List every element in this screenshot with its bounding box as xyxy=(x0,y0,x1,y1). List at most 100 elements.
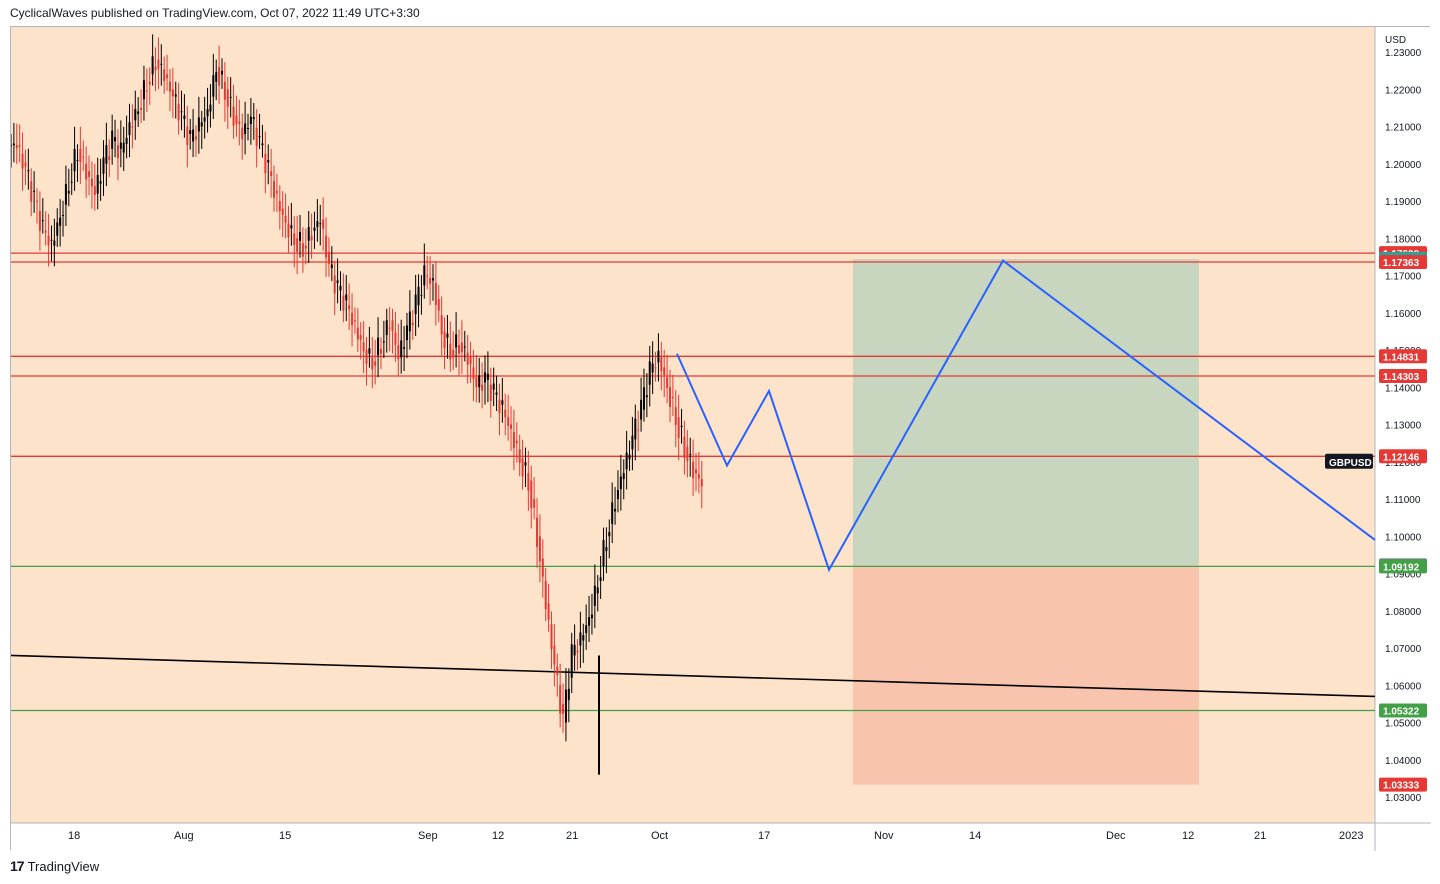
candle-body xyxy=(518,449,521,463)
x-tick-label: 21 xyxy=(1254,830,1266,842)
y-tick-label: 1.07000 xyxy=(1385,644,1422,655)
candle-body xyxy=(616,490,619,499)
tradingview-brand[interactable]: TradingView xyxy=(27,858,100,874)
price-label-bg xyxy=(1379,368,1427,383)
y-tick-label: 1.08000 xyxy=(1385,607,1422,618)
candle-body xyxy=(405,325,408,341)
y-tick-label: 1.14000 xyxy=(1385,383,1422,394)
candle-body xyxy=(267,160,270,163)
price-label-bg xyxy=(1379,349,1427,364)
candle-body xyxy=(414,294,417,314)
candle-body xyxy=(111,130,114,149)
candle-body xyxy=(192,129,195,142)
candle-body xyxy=(53,240,56,246)
candle-body xyxy=(313,227,316,231)
candle-body xyxy=(325,235,328,258)
candle-body xyxy=(585,625,588,634)
candle-body xyxy=(469,357,472,365)
candle-body xyxy=(385,320,388,336)
x-tick-label: 18 xyxy=(68,830,80,842)
price-label-bg xyxy=(1379,559,1427,574)
candle-body xyxy=(342,295,345,311)
candle-body xyxy=(348,305,351,310)
candle-body xyxy=(695,469,697,474)
candle-body xyxy=(353,320,356,322)
candle-body xyxy=(611,502,614,524)
candle-body xyxy=(608,531,611,537)
candle-body xyxy=(541,558,544,577)
y-tick-label: 1.05000 xyxy=(1385,719,1422,730)
candle-body xyxy=(559,685,562,714)
candle-body xyxy=(440,315,443,335)
candle-body xyxy=(443,331,446,349)
candle-body xyxy=(547,603,550,620)
candle-body xyxy=(645,395,648,398)
candle-body xyxy=(11,145,12,147)
candle-body xyxy=(275,191,278,194)
candle-body xyxy=(388,327,391,329)
candle-body xyxy=(365,350,368,364)
candle-body xyxy=(140,107,143,111)
candle-body xyxy=(12,143,15,146)
candle-body xyxy=(148,81,151,85)
candle-body xyxy=(475,377,478,388)
candle-body xyxy=(244,123,247,134)
candle-body xyxy=(625,452,628,470)
candle-body xyxy=(668,387,671,407)
candle-body xyxy=(85,163,88,180)
x-tick-label: 21 xyxy=(566,830,578,842)
candle-body xyxy=(648,361,651,385)
candle-body xyxy=(423,265,426,286)
candle-body xyxy=(41,220,44,222)
candle-body xyxy=(296,238,299,252)
candle-body xyxy=(449,343,452,360)
candle-body xyxy=(345,294,348,301)
candle-body xyxy=(200,122,203,127)
candle-body xyxy=(417,286,420,306)
candle-body xyxy=(689,453,692,455)
candle-body xyxy=(137,111,140,115)
candle-body xyxy=(50,239,53,241)
candle-body xyxy=(596,587,599,594)
candle-body xyxy=(96,174,99,194)
candle-body xyxy=(261,143,264,146)
candle-body xyxy=(457,345,460,354)
price-label-bg xyxy=(1379,254,1427,269)
candle-body xyxy=(301,243,304,257)
y-tick-label: 1.11000 xyxy=(1385,495,1421,506)
profit-zone xyxy=(853,258,1199,566)
price-label: 1.14303 xyxy=(1383,372,1420,383)
candle-body xyxy=(374,361,377,366)
candle-body xyxy=(316,221,319,228)
candle-body xyxy=(408,311,411,332)
x-tick-label: Sep xyxy=(418,830,438,842)
candle-body xyxy=(680,425,683,427)
candle-body xyxy=(472,367,475,379)
y-tick-label: 1.19000 xyxy=(1385,197,1422,208)
candle-body xyxy=(105,145,108,164)
candle-body xyxy=(64,184,67,205)
loss-zone xyxy=(853,565,1199,785)
candle-body xyxy=(151,56,154,75)
price-chart[interactable]: USD 1.23000 1.22000 1.21000 1.20000 1.19000 1.… xyxy=(11,27,1431,851)
y-tick-label: 1.18000 xyxy=(1385,234,1422,245)
candle-body xyxy=(166,74,169,79)
candle-body xyxy=(377,337,380,355)
price-label-bg xyxy=(1379,777,1427,792)
candle-body xyxy=(27,170,30,172)
price-label-bg xyxy=(1379,449,1427,464)
candle-body xyxy=(336,280,339,283)
candle-body xyxy=(605,547,608,552)
candle-body xyxy=(570,644,573,678)
chart-area[interactable]: USD 1.23000 1.22000 1.21000 1.20000 1.19000 1.… xyxy=(10,26,1431,851)
candle-body xyxy=(582,635,585,641)
forecast-path xyxy=(676,259,1376,573)
y-tick-label: 1.09000 xyxy=(1385,570,1422,581)
x-tick-label: Oct xyxy=(651,830,668,842)
candle-body xyxy=(446,333,449,338)
candle-body xyxy=(278,201,281,211)
candle-body xyxy=(524,462,527,466)
candle-body xyxy=(553,645,556,665)
candle-body xyxy=(538,536,541,562)
candle-body xyxy=(160,63,163,65)
